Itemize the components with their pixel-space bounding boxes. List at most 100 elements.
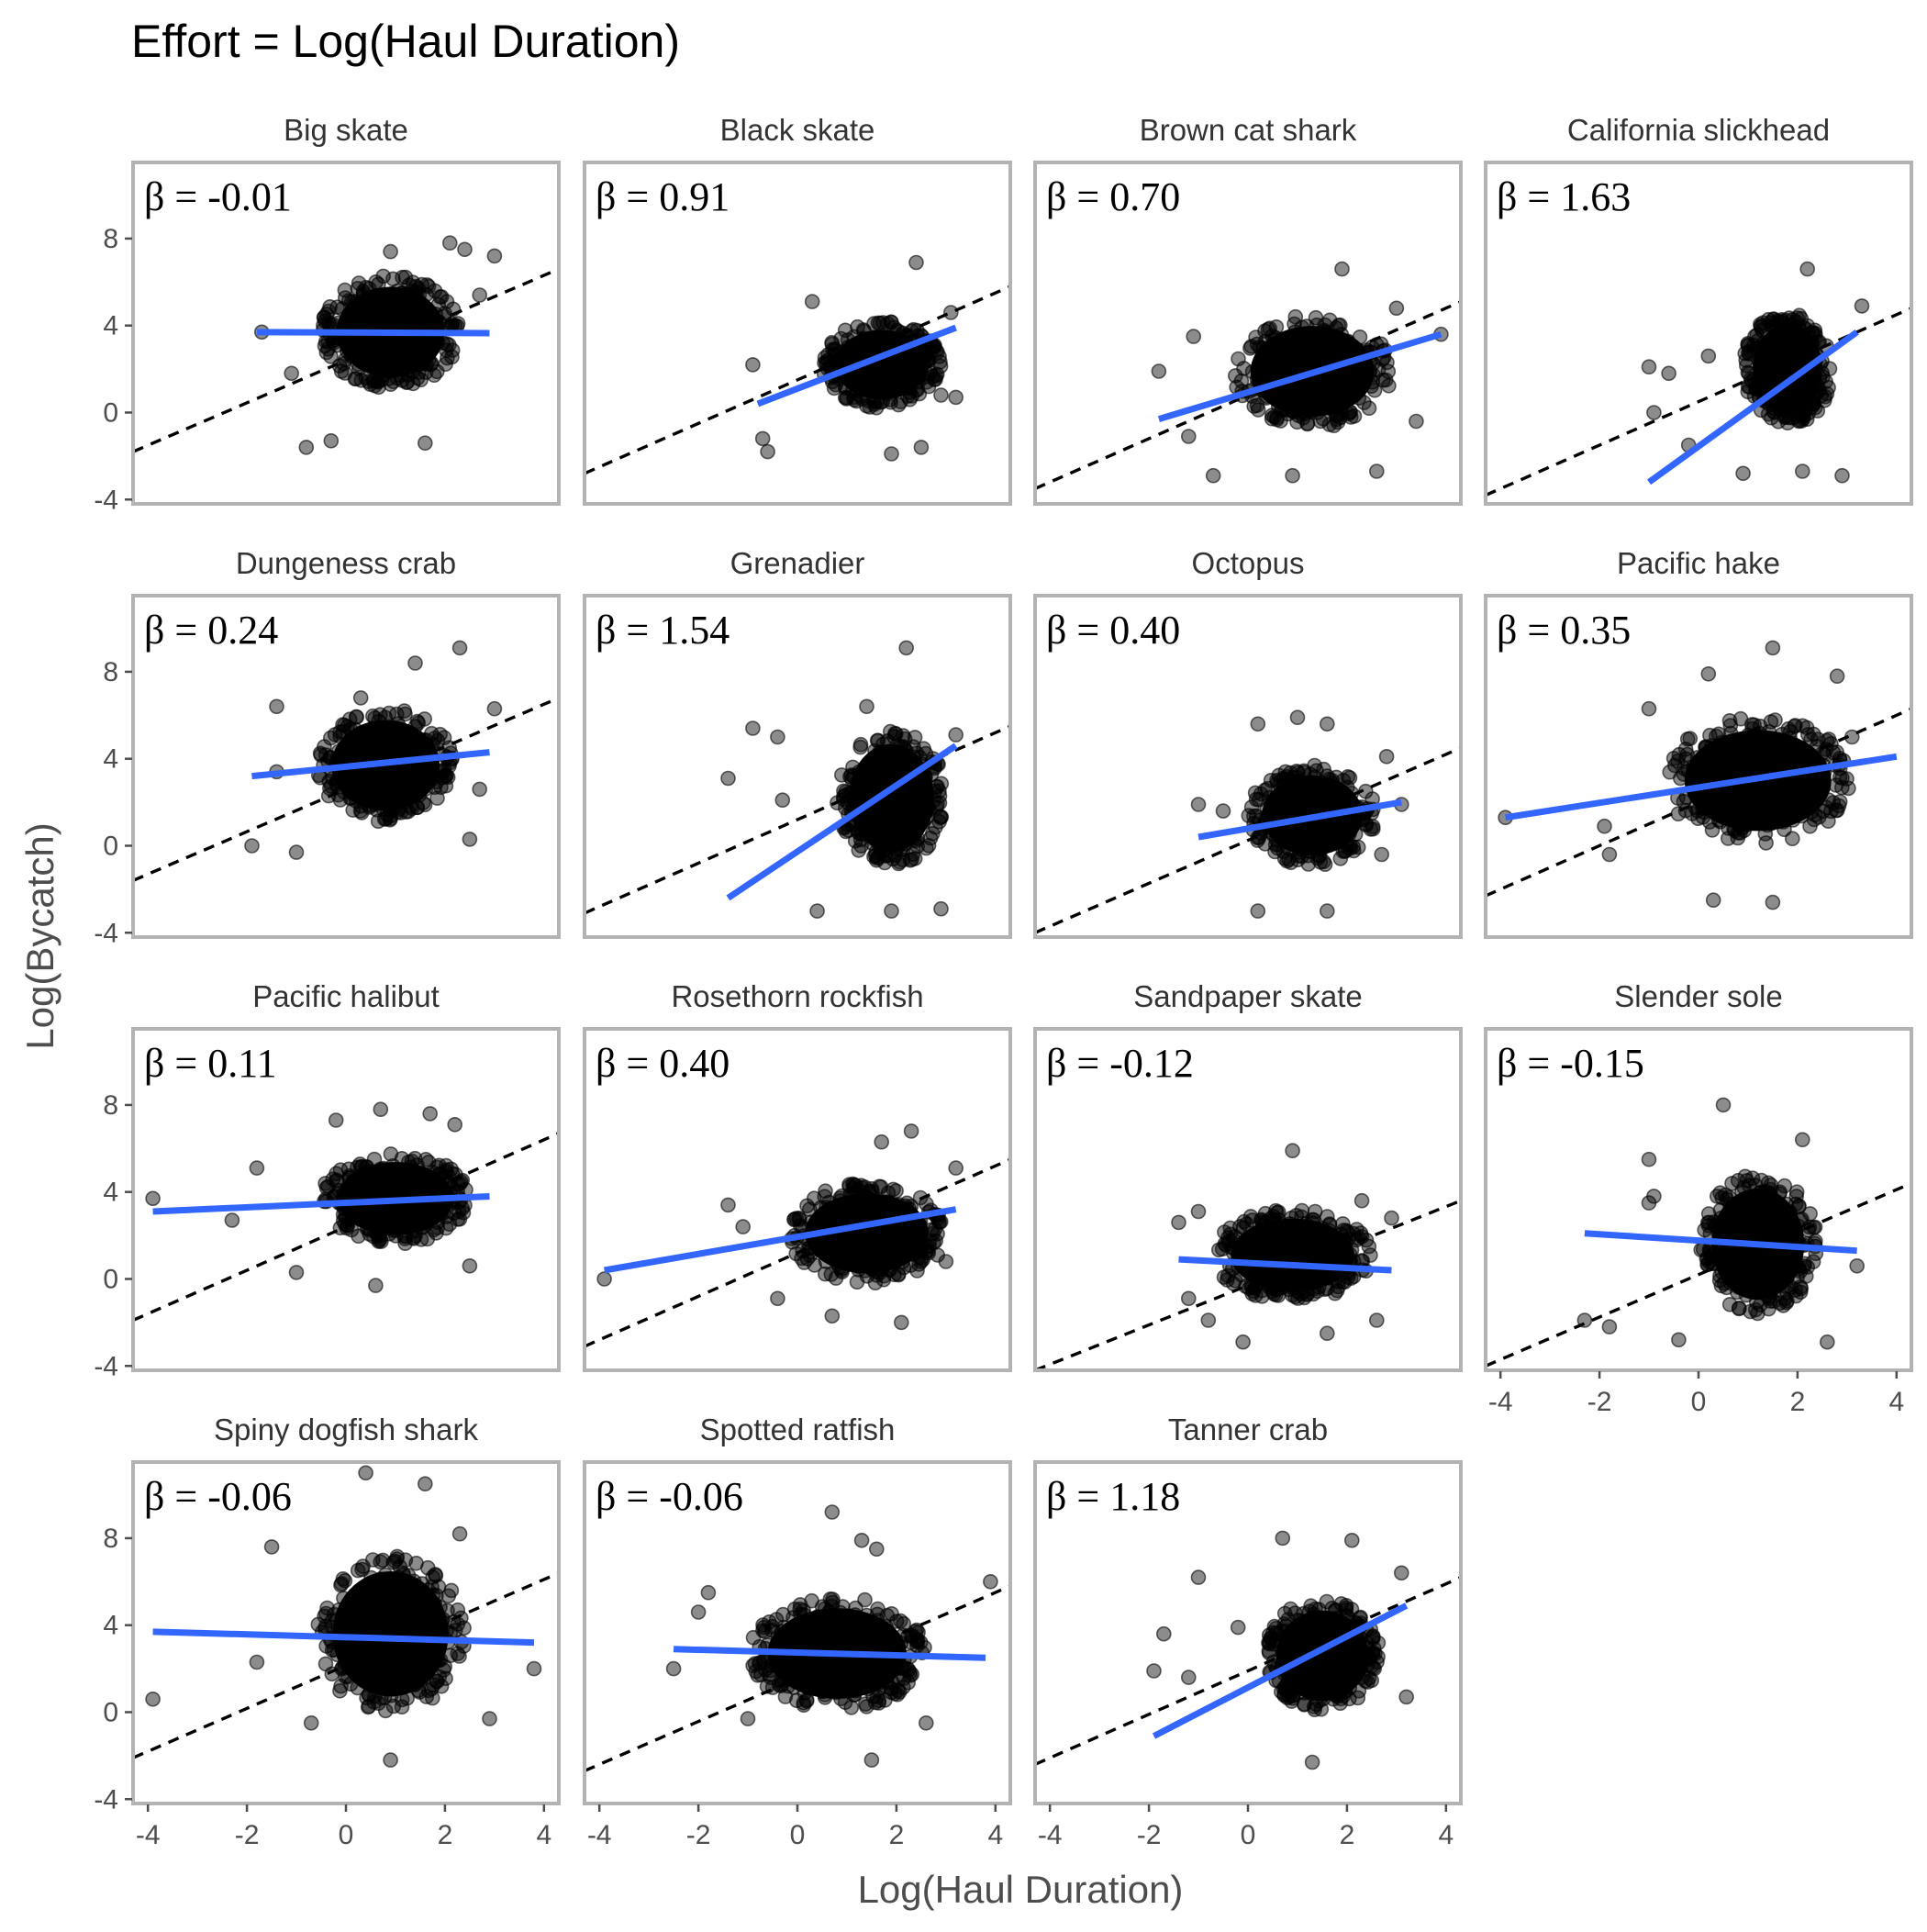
data-point: [1735, 465, 1751, 482]
data-point: [435, 1612, 451, 1627]
data-point: [1344, 341, 1360, 357]
data-point: [1788, 1189, 1804, 1204]
data-point: [870, 1601, 886, 1617]
data-point: [889, 810, 905, 825]
y-tick-label: 4: [103, 1611, 118, 1641]
facet-panel-tanner-crab: Tanner crab β = 1.18 -4 -2 0 2 4: [1033, 1413, 1463, 1850]
data-point: [1327, 1285, 1343, 1301]
data-point: [948, 389, 964, 406]
data-point: [323, 778, 340, 795]
data-point: [345, 802, 362, 818]
data-point: [462, 1258, 478, 1274]
data-point: [444, 349, 460, 365]
data-point: [350, 1614, 365, 1629]
data-point: [332, 1683, 348, 1699]
data-point: [1365, 1631, 1381, 1647]
data-point: [1319, 827, 1335, 843]
y-tick-label: 4: [103, 744, 118, 775]
data-point: [370, 1219, 386, 1235]
plot-area: [1486, 261, 1911, 497]
data-point: [902, 1668, 919, 1683]
data-point: [1730, 1284, 1745, 1301]
data-point: [1671, 746, 1688, 763]
data-point: [792, 1212, 808, 1227]
y-tick-label: -4: [94, 1351, 118, 1381]
data-point: [1708, 1218, 1723, 1234]
data-point: [1333, 327, 1350, 342]
data-point: [754, 430, 771, 447]
data-point: [948, 1160, 964, 1176]
data-point: [399, 776, 415, 791]
data-point: [1799, 1259, 1816, 1275]
data-point: [835, 1599, 851, 1614]
y-tick-label: 8: [103, 657, 118, 687]
data-point: [806, 1190, 822, 1206]
facet-panel-big-skate: Big skate β = -0.01 -4 0 4 8: [94, 113, 561, 515]
x-tick-label: -2: [1587, 1387, 1612, 1417]
y-tick-label: 8: [103, 224, 118, 254]
data-point: [1297, 1697, 1312, 1713]
data-point: [1285, 1143, 1300, 1158]
data-point: [1736, 1179, 1752, 1196]
data-point: [1285, 769, 1300, 786]
facet-panel-spiny-dogfish-shark: Spiny dogfish shark β = -0.06 -4 0 4 8 -4 -2 0 2 4: [94, 1413, 561, 1850]
data-point: [983, 1574, 998, 1590]
data-point: [1265, 793, 1281, 810]
data-point: [363, 1674, 379, 1691]
data-point: [756, 1619, 772, 1636]
data-point: [824, 1308, 841, 1324]
data-point: [433, 1679, 450, 1694]
point-cloud: [745, 254, 964, 462]
fit-line: [251, 749, 490, 780]
data-point: [1181, 429, 1197, 444]
x-tick-label: 2: [1790, 1387, 1806, 1417]
data-point: [1275, 1226, 1290, 1242]
data-point: [1275, 832, 1292, 849]
data-point: [1290, 1667, 1306, 1682]
data-point: [925, 1225, 941, 1242]
data-point: [435, 335, 451, 351]
data-point: [457, 241, 473, 258]
data-point: [1369, 463, 1385, 479]
data-point: [324, 1614, 340, 1629]
data-point: [1277, 1618, 1294, 1635]
data-point: [1778, 1279, 1795, 1294]
data-point: [1646, 405, 1662, 420]
data-point: [872, 1201, 887, 1217]
data-point: [397, 307, 414, 323]
data-point: [1261, 1279, 1276, 1295]
data-point: [1275, 1530, 1291, 1547]
facet-panel-pacific-halibut: Pacific halibut β = 0.11 -4 0 4 8: [94, 979, 561, 1381]
data-point: [1366, 382, 1383, 398]
data-point: [877, 832, 894, 847]
data-point: [447, 1117, 463, 1133]
y-tick-label: -4: [94, 918, 118, 948]
data-point: [337, 282, 353, 298]
data-point: [1356, 1645, 1373, 1661]
fit-line: [152, 1628, 535, 1647]
x-tick-label: 4: [987, 1820, 1003, 1850]
data-point: [1250, 903, 1266, 919]
data-point: [418, 781, 434, 797]
data-point: [347, 371, 363, 387]
panel-frame: [1033, 161, 1463, 506]
data-point: [1722, 725, 1739, 742]
data-point: [1737, 758, 1754, 775]
data-point: [408, 1600, 425, 1616]
data-point: [1777, 1178, 1793, 1194]
data-point: [1298, 1627, 1313, 1644]
data-point: [874, 760, 891, 776]
facet-panel-rosethorn-rockfish: Rosethorn rockfish β = 0.40: [583, 979, 1012, 1372]
data-point: [720, 1197, 736, 1213]
data-point: [1319, 1593, 1335, 1610]
data-point: [720, 770, 736, 787]
beta-label: β = 1.18: [1046, 1474, 1180, 1519]
data-point: [427, 1596, 443, 1612]
x-tick-label: -4: [1488, 1387, 1513, 1417]
data-point: [1326, 418, 1342, 434]
data-point: [1676, 766, 1692, 782]
beta-label: β = -0.15: [1497, 1041, 1644, 1086]
fit-line: [1584, 1230, 1857, 1255]
